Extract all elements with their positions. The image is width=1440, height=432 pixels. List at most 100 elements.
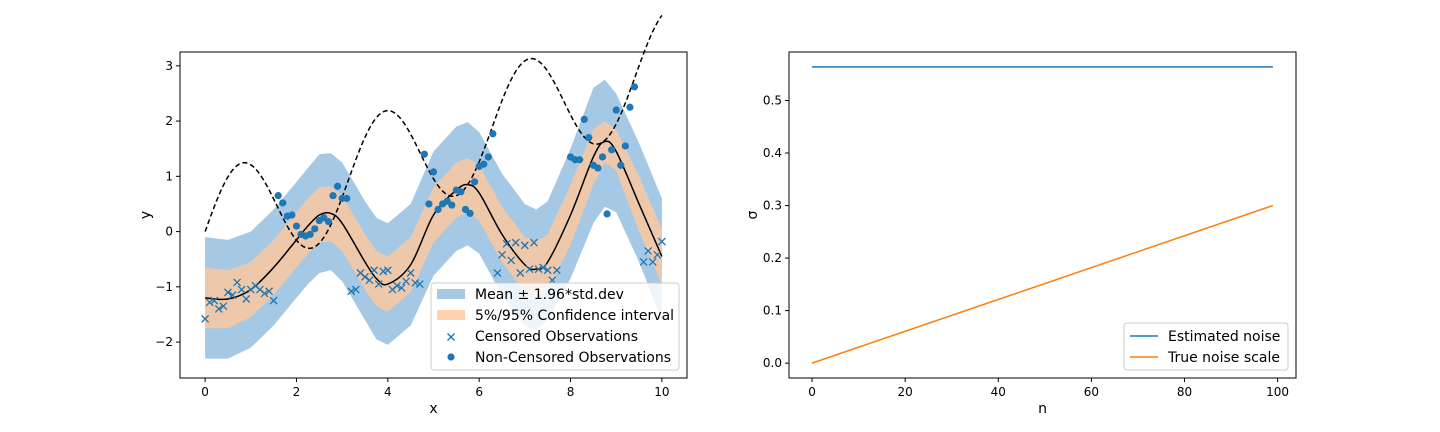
censored-point — [383, 266, 392, 275]
non-censored-point — [343, 194, 351, 203]
censored-point — [201, 314, 210, 323]
censored-point — [498, 250, 506, 259]
censored-point — [411, 279, 420, 287]
non-censored-point — [576, 156, 584, 164]
left-y-tick-label: −2 — [155, 335, 173, 349]
censored-point — [351, 285, 360, 294]
left-y-tick-label: 1 — [165, 169, 173, 183]
legend-label-censored: Censored Observations — [475, 329, 638, 345]
censored-point — [397, 283, 406, 292]
left-x-tick-label: 2 — [293, 385, 301, 399]
censored-point — [653, 250, 662, 259]
non-censored-point — [626, 103, 634, 111]
right-legend-box — [1123, 322, 1289, 371]
non-censored-point — [333, 182, 342, 190]
left-y-tick-label: 3 — [165, 59, 173, 73]
censored-point — [219, 302, 228, 311]
noise-scale-chart: 0 20 40 60 80 100 0.0 0.1 0.2 0.3 0.4 0.5 n σ Estim… — [745, 51, 1297, 417]
censored-point — [260, 289, 269, 298]
non-censored-point — [594, 164, 602, 172]
non-censored-point — [612, 106, 620, 114]
right-y-axis-label: σ — [745, 210, 761, 219]
non-censored-point — [425, 200, 433, 208]
right-x-tick-label: 80 — [1177, 385, 1192, 399]
non-censored-point — [603, 210, 611, 218]
non-censored-point — [480, 160, 488, 168]
non-censored-point — [484, 153, 492, 161]
left-x-axis-label: x — [429, 401, 437, 417]
legend-label-true-noise-scale: True noise scale — [1167, 350, 1280, 366]
censored-point — [525, 265, 534, 274]
censored-point — [214, 304, 223, 313]
right-x-tick-label: 0 — [808, 385, 816, 399]
censored-point — [502, 239, 511, 248]
legend-label-outer-band: Mean ± 1.96*std.dev — [475, 287, 624, 303]
non-censored-point — [585, 134, 593, 142]
non-censored-point — [621, 142, 629, 150]
left-ticks: 0 2 4 6 8 10 −2 −1 0 1 2 3 — [155, 59, 669, 399]
true-noise-scale-line — [811, 204, 1274, 364]
non-censored-point — [292, 222, 301, 230]
legend-label-estimated-noise: Estimated noise — [1168, 329, 1280, 345]
right-x-tick-label: 60 — [1084, 385, 1099, 399]
censored-point — [406, 269, 415, 277]
censored-point — [365, 276, 374, 285]
left-x-tick-label: 6 — [475, 385, 483, 399]
non-censored-point — [329, 192, 337, 200]
left-legend-box — [430, 282, 680, 371]
right-plot-area — [811, 66, 1274, 364]
censored-point — [242, 295, 251, 303]
legend-marker-censored — [447, 333, 455, 341]
legend-swatch-inner-band — [437, 310, 465, 320]
right-y-tick-label: 0.5 — [763, 93, 782, 107]
non-censored-point — [279, 199, 287, 207]
left-y-tick-label: 2 — [165, 114, 173, 128]
censored-point — [210, 296, 219, 305]
left-x-tick-label: 0 — [201, 385, 209, 399]
non-censored-point — [420, 150, 428, 158]
censored-point — [552, 266, 561, 275]
censored-point — [402, 277, 411, 286]
censored-point — [520, 241, 529, 250]
non-censored-point — [457, 188, 465, 196]
non-censored-point — [306, 230, 314, 238]
censored-point — [516, 269, 525, 277]
censored-point — [644, 246, 653, 255]
non-censored-point — [598, 153, 607, 161]
right-y-tick-label: 0.2 — [763, 251, 782, 265]
censored-point — [657, 237, 666, 246]
legend-swatch-outer-band — [437, 289, 465, 299]
censored-point — [374, 280, 383, 289]
non-censored-point — [434, 205, 442, 214]
non-censored-point — [466, 209, 474, 217]
censored-point — [379, 267, 388, 276]
censored-point — [507, 256, 516, 265]
censored-point — [392, 281, 401, 290]
left-x-tick-label: 10 — [654, 385, 669, 399]
censored-point — [361, 272, 369, 281]
censored-point — [370, 266, 379, 275]
censored-point — [347, 287, 356, 296]
left-legend: Mean ± 1.96*std.dev 5%/95% Confidence in… — [430, 282, 680, 371]
censored-point — [265, 287, 274, 296]
censored-point — [534, 265, 543, 274]
right-axes-frame — [788, 51, 1297, 379]
right-x-axis-label: n — [1038, 401, 1047, 417]
legend-label-inner-band: 5%/95% Confidence interval — [475, 308, 674, 324]
non-censored-point — [630, 83, 639, 91]
right-y-tick-label: 0.4 — [763, 146, 782, 160]
censored-point — [511, 238, 520, 247]
non-censored-point — [489, 130, 497, 138]
censored-point — [237, 285, 246, 294]
non-censored-point — [448, 201, 456, 209]
censored-point — [639, 258, 648, 266]
left-x-tick-label: 8 — [567, 385, 575, 399]
non-censored-point — [608, 146, 616, 154]
non-censored-point — [580, 115, 588, 124]
censored-point — [493, 269, 502, 277]
censored-point — [233, 278, 242, 287]
right-y-tick-label: 0.0 — [763, 356, 782, 370]
inner-band — [205, 121, 662, 329]
censored-point — [205, 298, 214, 307]
